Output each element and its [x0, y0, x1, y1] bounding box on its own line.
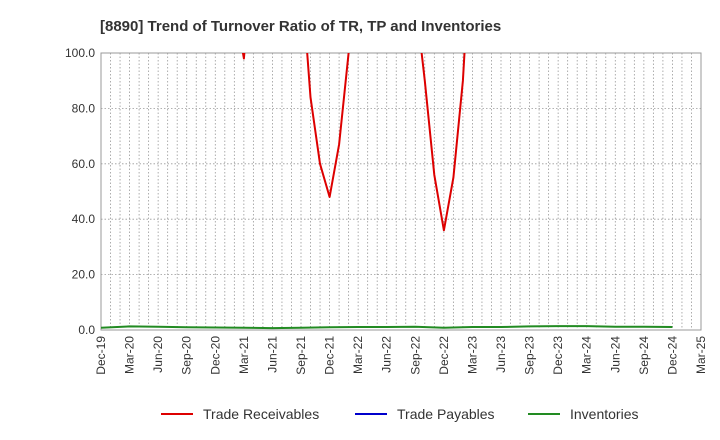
- y-tick-label: 0.0: [78, 323, 95, 337]
- y-tick-label: 60.0: [72, 157, 96, 171]
- x-tick-label: Dec-23: [551, 336, 565, 375]
- x-tick-label: Mar-24: [580, 336, 594, 374]
- legend-label-trade-payables: Trade Payables: [397, 406, 495, 422]
- x-tick-label: Jun-23: [494, 336, 508, 373]
- x-axis-tick-labels: Dec-19 Mar-20 Jun-20 Sep-20 Dec-20 Mar-21 Jun-…: [94, 336, 708, 375]
- x-tick-label: Sep-24: [637, 336, 651, 375]
- x-tick-label: Dec-21: [323, 336, 337, 375]
- legend-label-inventories: Inventories: [570, 406, 638, 422]
- x-tick-label: Jun-21: [265, 336, 279, 373]
- x-tick-label: Mar-23: [465, 336, 479, 374]
- x-tick-label: Mar-22: [351, 336, 365, 374]
- x-tick-label: Sep-20: [180, 336, 194, 375]
- y-tick-label: 40.0: [72, 212, 96, 226]
- series-line-trade-receivables: [241, 53, 466, 232]
- x-tick-label: Dec-19: [94, 336, 108, 375]
- y-tick-label: 80.0: [72, 101, 96, 115]
- x-tick-label: Sep-23: [523, 336, 537, 375]
- x-tick-label: Mar-20: [123, 336, 137, 374]
- x-tick-label: Jun-22: [380, 336, 394, 373]
- plot-area: [100, 52, 702, 331]
- vertical-gridlines: [110, 53, 692, 330]
- x-tick-label: Mar-25: [694, 336, 708, 374]
- x-tick-label: Sep-21: [294, 336, 308, 375]
- x-tick-label: Sep-22: [408, 336, 422, 375]
- legend-label-trade-receivables: Trade Receivables: [203, 406, 319, 422]
- legend: Trade Receivables Trade Payables Inventori…: [161, 406, 638, 422]
- x-tick-label: Dec-24: [665, 336, 679, 375]
- series-line-inventories: [101, 325, 673, 330]
- x-tick-label: Jun-20: [151, 336, 165, 373]
- series-lines: [101, 53, 673, 330]
- y-axis-tick-labels: 0.0 20.0 40.0 60.0 80.0 100.0: [65, 46, 95, 337]
- x-tick-label: Dec-22: [437, 336, 451, 375]
- x-tick-label: Dec-20: [208, 336, 222, 375]
- y-tick-label: 20.0: [72, 268, 96, 282]
- x-tick-label: Jun-24: [608, 336, 622, 373]
- x-tick-label: Mar-21: [237, 336, 251, 374]
- y-tick-label: 100.0: [65, 46, 95, 60]
- chart-title: [8890] Trend of Turnover Ratio of TR, TP…: [100, 18, 501, 35]
